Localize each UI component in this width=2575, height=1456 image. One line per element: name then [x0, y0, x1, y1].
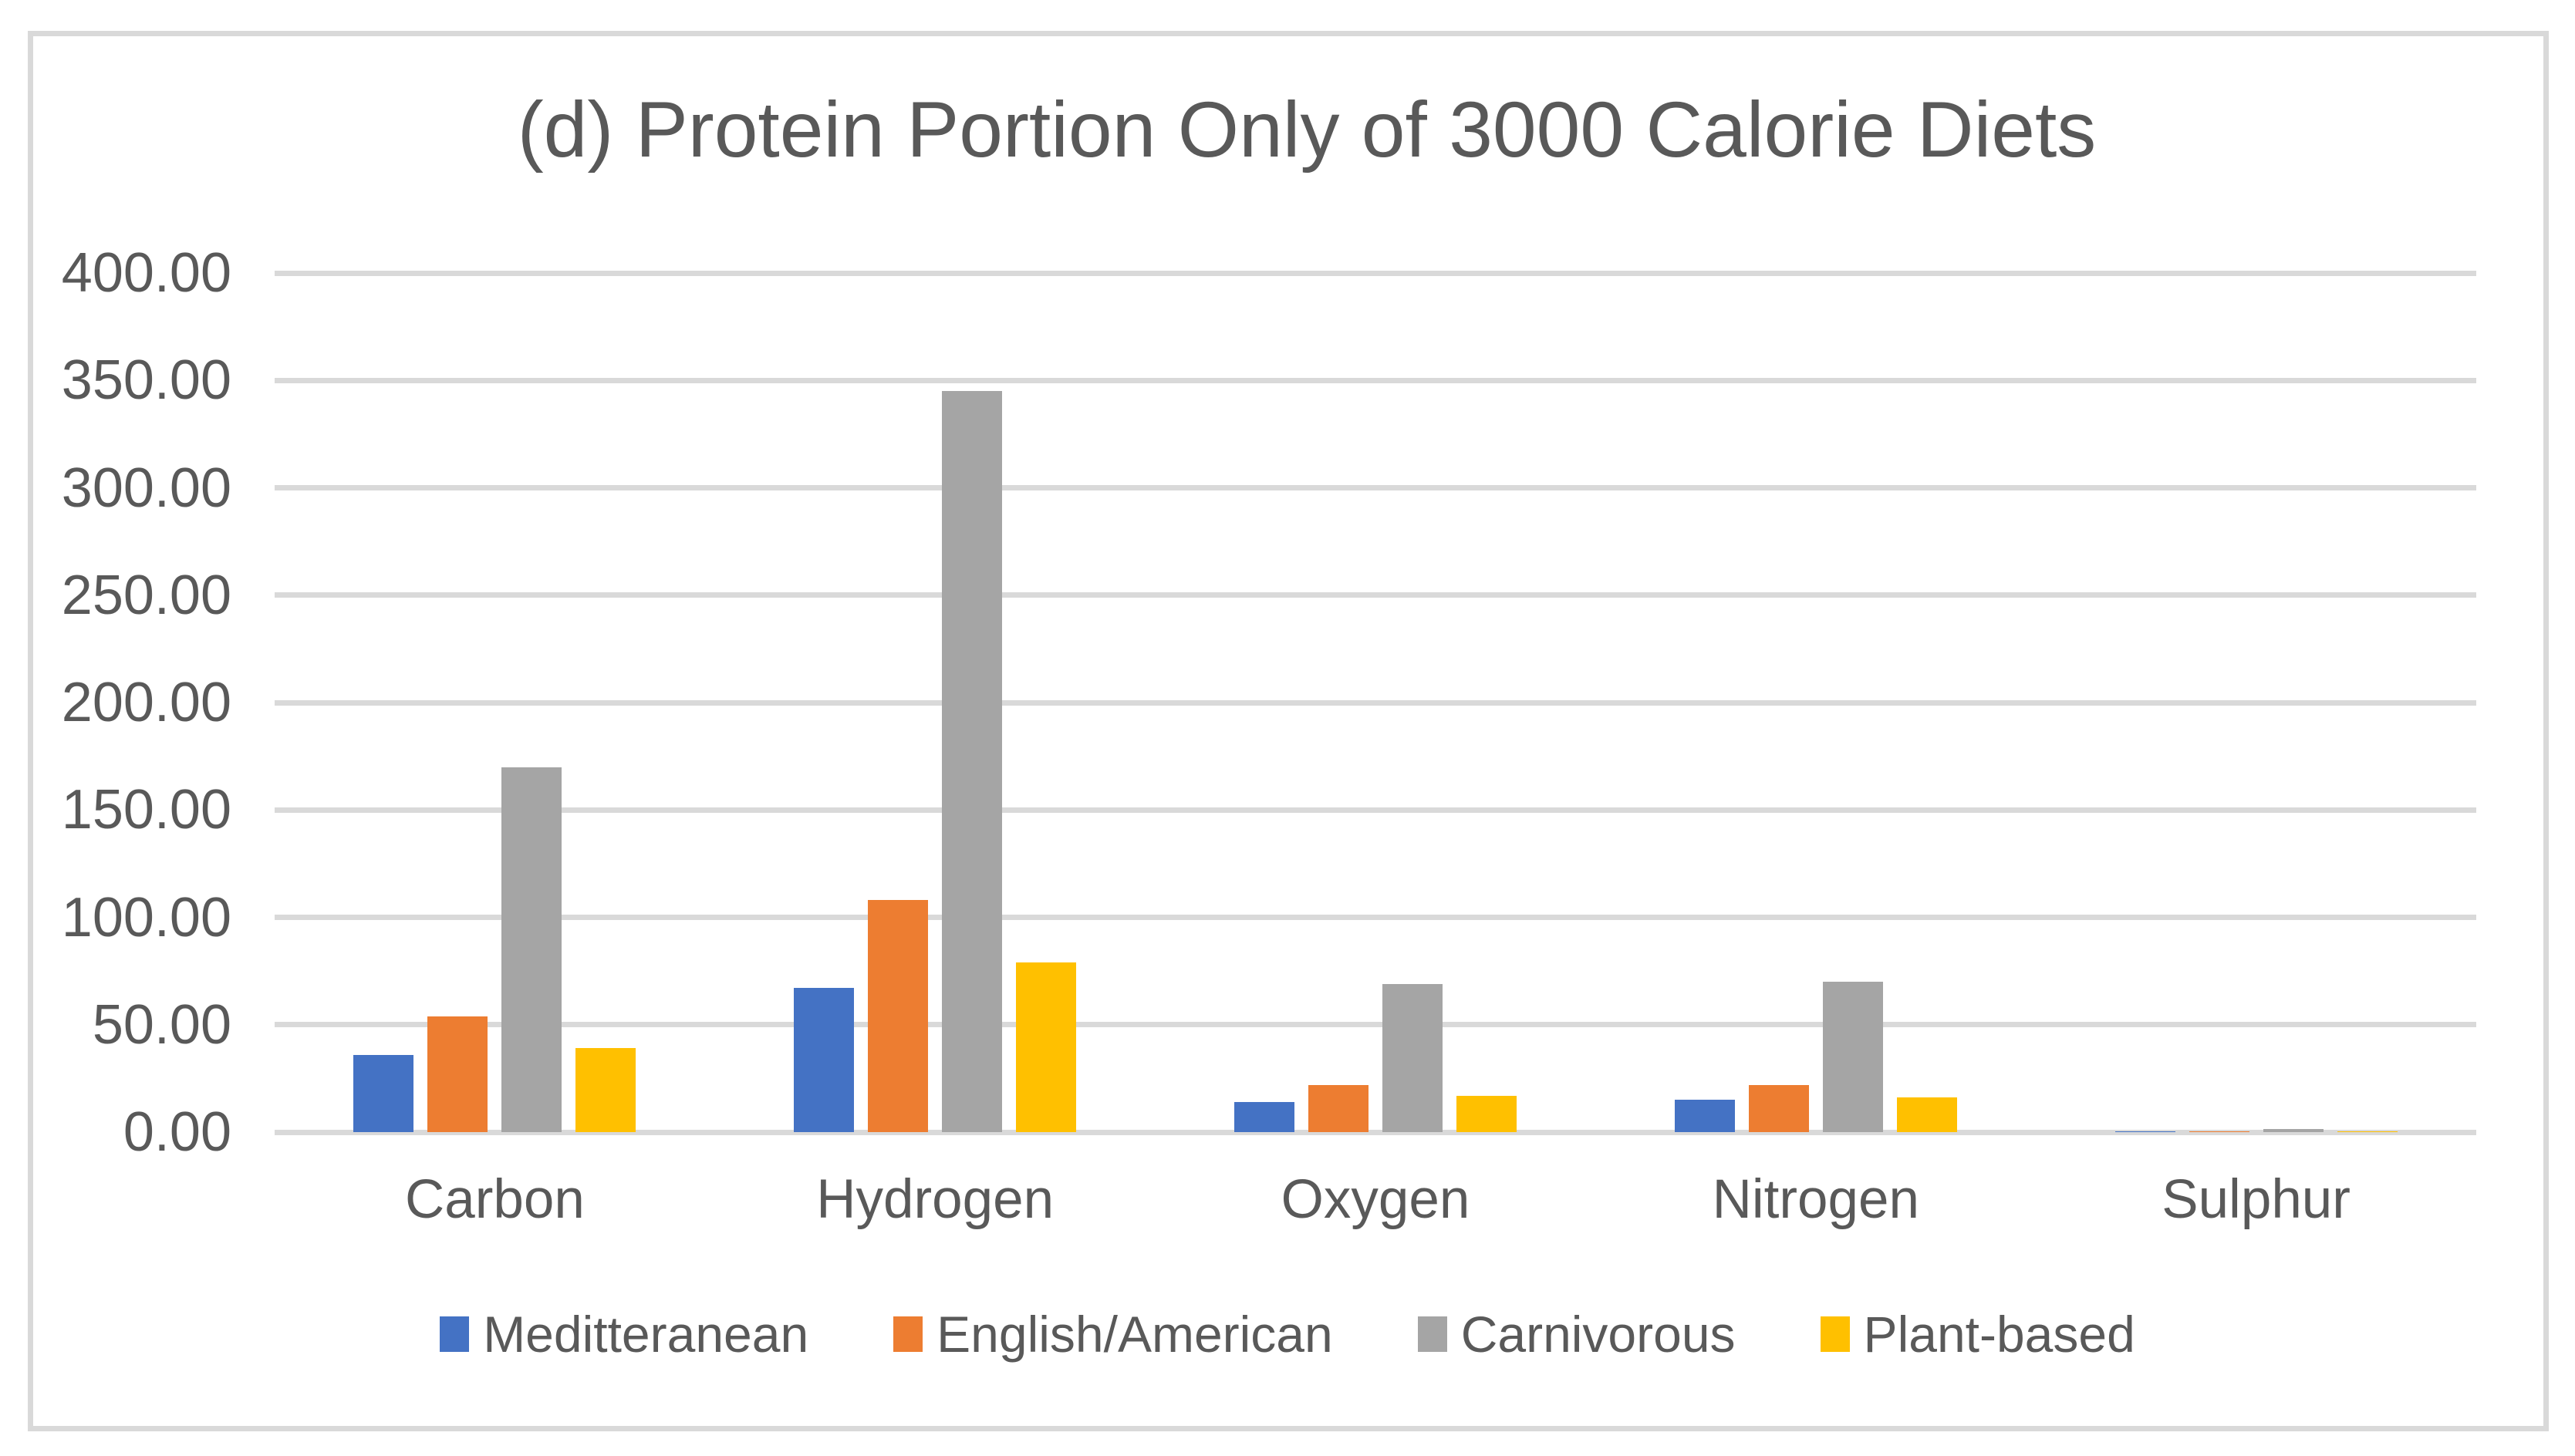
y-tick-label-200.00: 200.00 — [61, 672, 231, 733]
bar-carnivorous-oxygen — [1382, 983, 1443, 1132]
y-tick-label-100.00: 100.00 — [61, 886, 231, 949]
x-tick-label-hydrogen: Hydrogen — [816, 1169, 1055, 1230]
legend-swatch-icon — [440, 1316, 470, 1352]
gridline-300.00 — [275, 485, 2476, 490]
x-tick-label-nitrogen: Nitrogen — [1712, 1169, 1919, 1230]
legend-label: Plant-based — [1863, 1306, 2135, 1363]
bar-english-american-sulphur — [2189, 1131, 2249, 1132]
legend-item-meditteranean: Meditteranean — [440, 1306, 808, 1362]
gridline-350.00 — [275, 377, 2476, 383]
bar-plant-based-oxygen — [1456, 1095, 1517, 1132]
gridline-200.00 — [275, 699, 2476, 706]
gridline-0.00 — [275, 1129, 2476, 1135]
gridline-50.00 — [275, 1022, 2476, 1028]
legend-swatch-icon — [1417, 1316, 1447, 1352]
legend-item-plant-based: Plant-based — [1820, 1306, 2135, 1363]
bar-meditteranean-hydrogen — [794, 988, 855, 1132]
y-tick-label-300.00: 300.00 — [61, 457, 231, 519]
chart-title: (d) Protein Portion Only of 3000 Calorie… — [517, 86, 2097, 174]
bar-plant-based-nitrogen — [1896, 1097, 1957, 1132]
y-tick-label-0.00: 0.00 — [123, 1101, 231, 1163]
legend-swatch-icon — [1820, 1316, 1850, 1352]
bar-carnivorous-hydrogen — [942, 391, 1003, 1132]
bar-plant-based-carbon — [575, 1048, 636, 1132]
bar-english-american-hydrogen — [868, 900, 929, 1132]
y-axis-labels: 0.00 50.00 100.00 150.00 200.00 250.00 300.00 3… — [0, 0, 231, 1456]
x-tick-label-oxygen: Oxygen — [1281, 1169, 1470, 1230]
bar-meditteranean-sulphur — [2114, 1131, 2175, 1132]
plot-area — [275, 270, 2476, 1135]
y-tick-label-350.00: 350.00 — [61, 349, 231, 412]
bar-carnivorous-carbon — [501, 767, 562, 1132]
bar-plant-based-hydrogen — [1016, 962, 1077, 1132]
x-axis-labels: Carbon Hydrogen Oxygen Nitrogen Sulphur — [275, 1169, 2476, 1246]
y-tick-label-150.00: 150.00 — [61, 779, 231, 841]
legend-label: English/American — [937, 1306, 1333, 1363]
legend-label: Carnivorous — [1460, 1306, 1736, 1363]
x-tick-label-carbon: Carbon — [404, 1169, 585, 1230]
bar-meditteranean-nitrogen — [1674, 1100, 1735, 1132]
legend-swatch-icon — [893, 1316, 923, 1352]
bar-carnivorous-nitrogen — [1822, 982, 1883, 1132]
y-tick-label-50.00: 50.00 — [92, 993, 231, 1056]
bar-meditteranean-oxygen — [1234, 1102, 1294, 1132]
bar-plant-based-sulphur — [2337, 1131, 2398, 1132]
bar-english-american-oxygen — [1308, 1084, 1368, 1132]
bar-carnivorous-sulphur — [2263, 1128, 2324, 1132]
x-tick-label-sulphur: Sulphur — [2162, 1169, 2351, 1230]
y-tick-label-400.00: 400.00 — [61, 242, 231, 304]
gridline-150.00 — [275, 807, 2476, 813]
legend-item-english-american: English/American — [893, 1306, 1333, 1362]
bar-english-american-carbon — [427, 1016, 488, 1132]
bar-meditteranean-carbon — [353, 1054, 414, 1132]
legend: Meditteranean English/American Carnivorous… — [0, 1306, 2575, 1362]
gridline-400.00 — [275, 270, 2476, 276]
gridline-250.00 — [275, 592, 2476, 598]
chart-frame — [28, 31, 2549, 1431]
gridline-100.00 — [275, 915, 2476, 920]
legend-label: Meditteranean — [483, 1306, 809, 1363]
legend-item-carnivorous: Carnivorous — [1417, 1306, 1736, 1363]
y-tick-label-250.00: 250.00 — [61, 564, 231, 626]
bar-english-american-nitrogen — [1748, 1084, 1809, 1132]
bars-layer — [275, 273, 2476, 1132]
